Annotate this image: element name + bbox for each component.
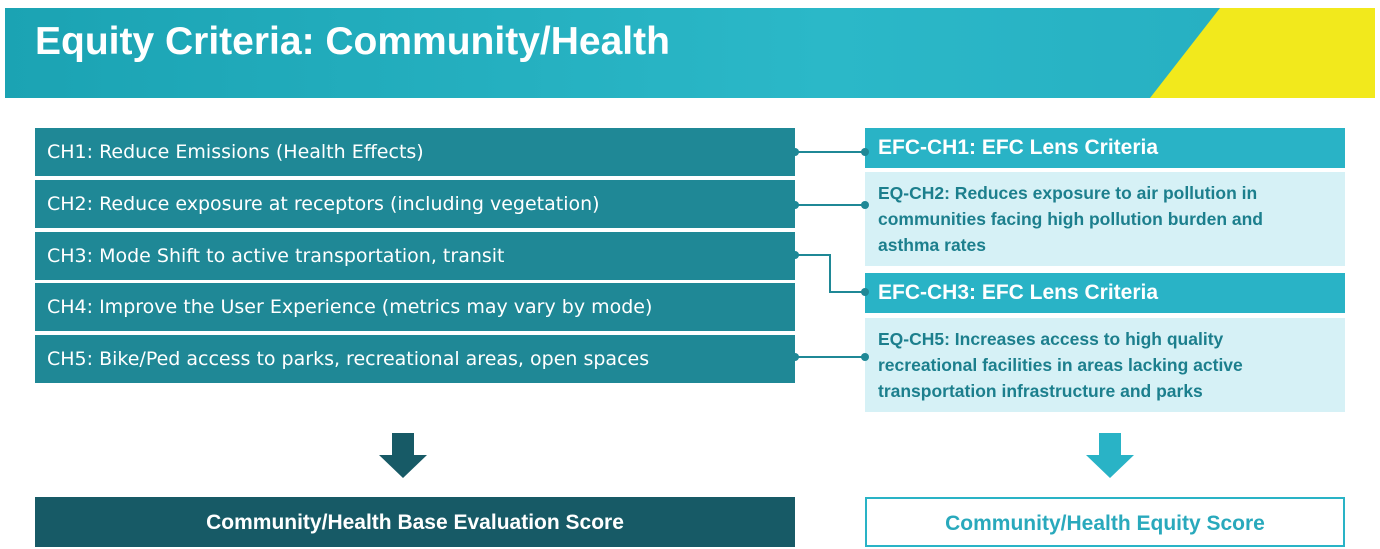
base-score: Community/Health Base Evaluation Score bbox=[35, 497, 795, 547]
header-banner bbox=[5, 8, 1375, 98]
criterion: CH3: Mode Shift to active transportation… bbox=[35, 232, 795, 280]
criterion: CH4: Improve the User Experience (metric… bbox=[35, 283, 795, 331]
banner-decor bbox=[1150, 8, 1375, 98]
lens-heading: EFC-CH3: EFC Lens Criteria bbox=[865, 273, 1345, 313]
lens-description: EQ-CH5: Increases access to high quality… bbox=[865, 318, 1345, 412]
lens-heading: EFC-CH1: EFC Lens Criteria bbox=[865, 128, 1345, 168]
criterion: CH2: Reduce exposure at receptors (inclu… bbox=[35, 180, 795, 228]
equity-score: Community/Health Equity Score bbox=[865, 497, 1345, 547]
title: Equity Criteria: Community/Health bbox=[35, 20, 670, 63]
lens-description: EQ-CH2: Reduces exposure to air pollutio… bbox=[865, 172, 1345, 266]
criterion: CH1: Reduce Emissions (Health Effects) bbox=[35, 128, 795, 176]
criterion: CH5: Bike/Ped access to parks, recreatio… bbox=[35, 335, 795, 383]
